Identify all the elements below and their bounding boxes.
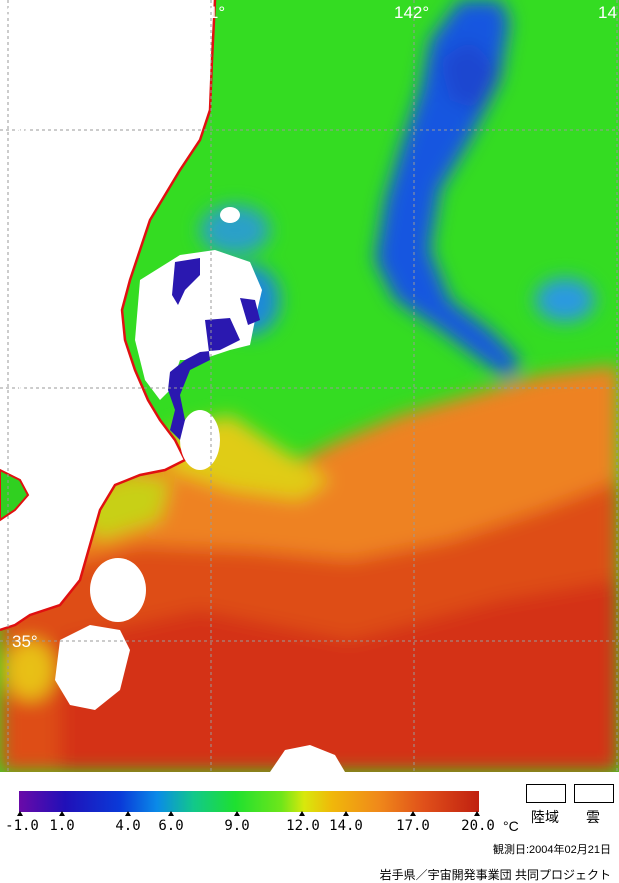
colorbar-tick-label: 1.0 [49,818,75,834]
land-swatch [526,784,566,803]
cold-coastal-patch [168,258,260,440]
colorbar-tick-label: 6.0 [158,818,184,834]
lat-label-36: 36° [12,377,38,396]
colorbar-tick-label: 14.0 [329,818,363,834]
colorbar-tick [299,811,305,816]
longitude-labels: 140° 141° 142° 14 [0,3,617,22]
lon-label-140: 140° [0,3,29,22]
colorbar-tick-label: 12.0 [286,818,320,834]
lon-label-141: 141° [190,3,225,22]
lat-label-37: 37° [12,120,38,139]
cloud-swatch [574,784,614,803]
colorbar-tick [125,811,131,816]
legend: -1.0 1.0 4.0 6.0 9.0 12.0 14.0 17.0 20.0… [0,772,619,882]
colorbar-tick-label: -1.0 [5,818,39,834]
colorbar-tick [59,811,65,816]
lon-label-143: 14 [598,3,617,22]
colorbar-tick [17,811,23,816]
credit-line: 岩手県／宇宙開発事業団 共同プロジェクト [379,868,611,882]
sea-temperature-field [0,0,619,772]
colorbar-tick-label: 4.0 [115,818,141,834]
graticule [0,0,619,772]
colorbar-tick-label: 9.0 [224,818,250,834]
colorbar-tick [343,811,349,816]
temperature-unit: °C [503,818,519,834]
colorbar-tick [234,811,240,816]
temperature-colorbar [19,791,479,812]
coastline [0,0,217,632]
sst-map: 140° 141° 142° 14 37° 36° 35° [0,0,619,772]
cloud-swatch-label: 雲 [586,809,600,825]
latitude-labels: 37° 36° 35° [12,120,38,651]
lat-label-35: 35° [12,632,38,651]
colorbar-tick-label: 20.0 [461,818,495,834]
colorbar-tick-label: 17.0 [396,818,430,834]
land-swatch-label: 陸域 [531,809,559,825]
lon-label-142: 142° [394,3,429,22]
colorbar-tick [474,811,480,816]
colorbar-tick [168,811,174,816]
observation-date: 観測日:2004年02月21日 [493,844,611,856]
colorbar-tick [410,811,416,816]
land-area [0,0,217,632]
